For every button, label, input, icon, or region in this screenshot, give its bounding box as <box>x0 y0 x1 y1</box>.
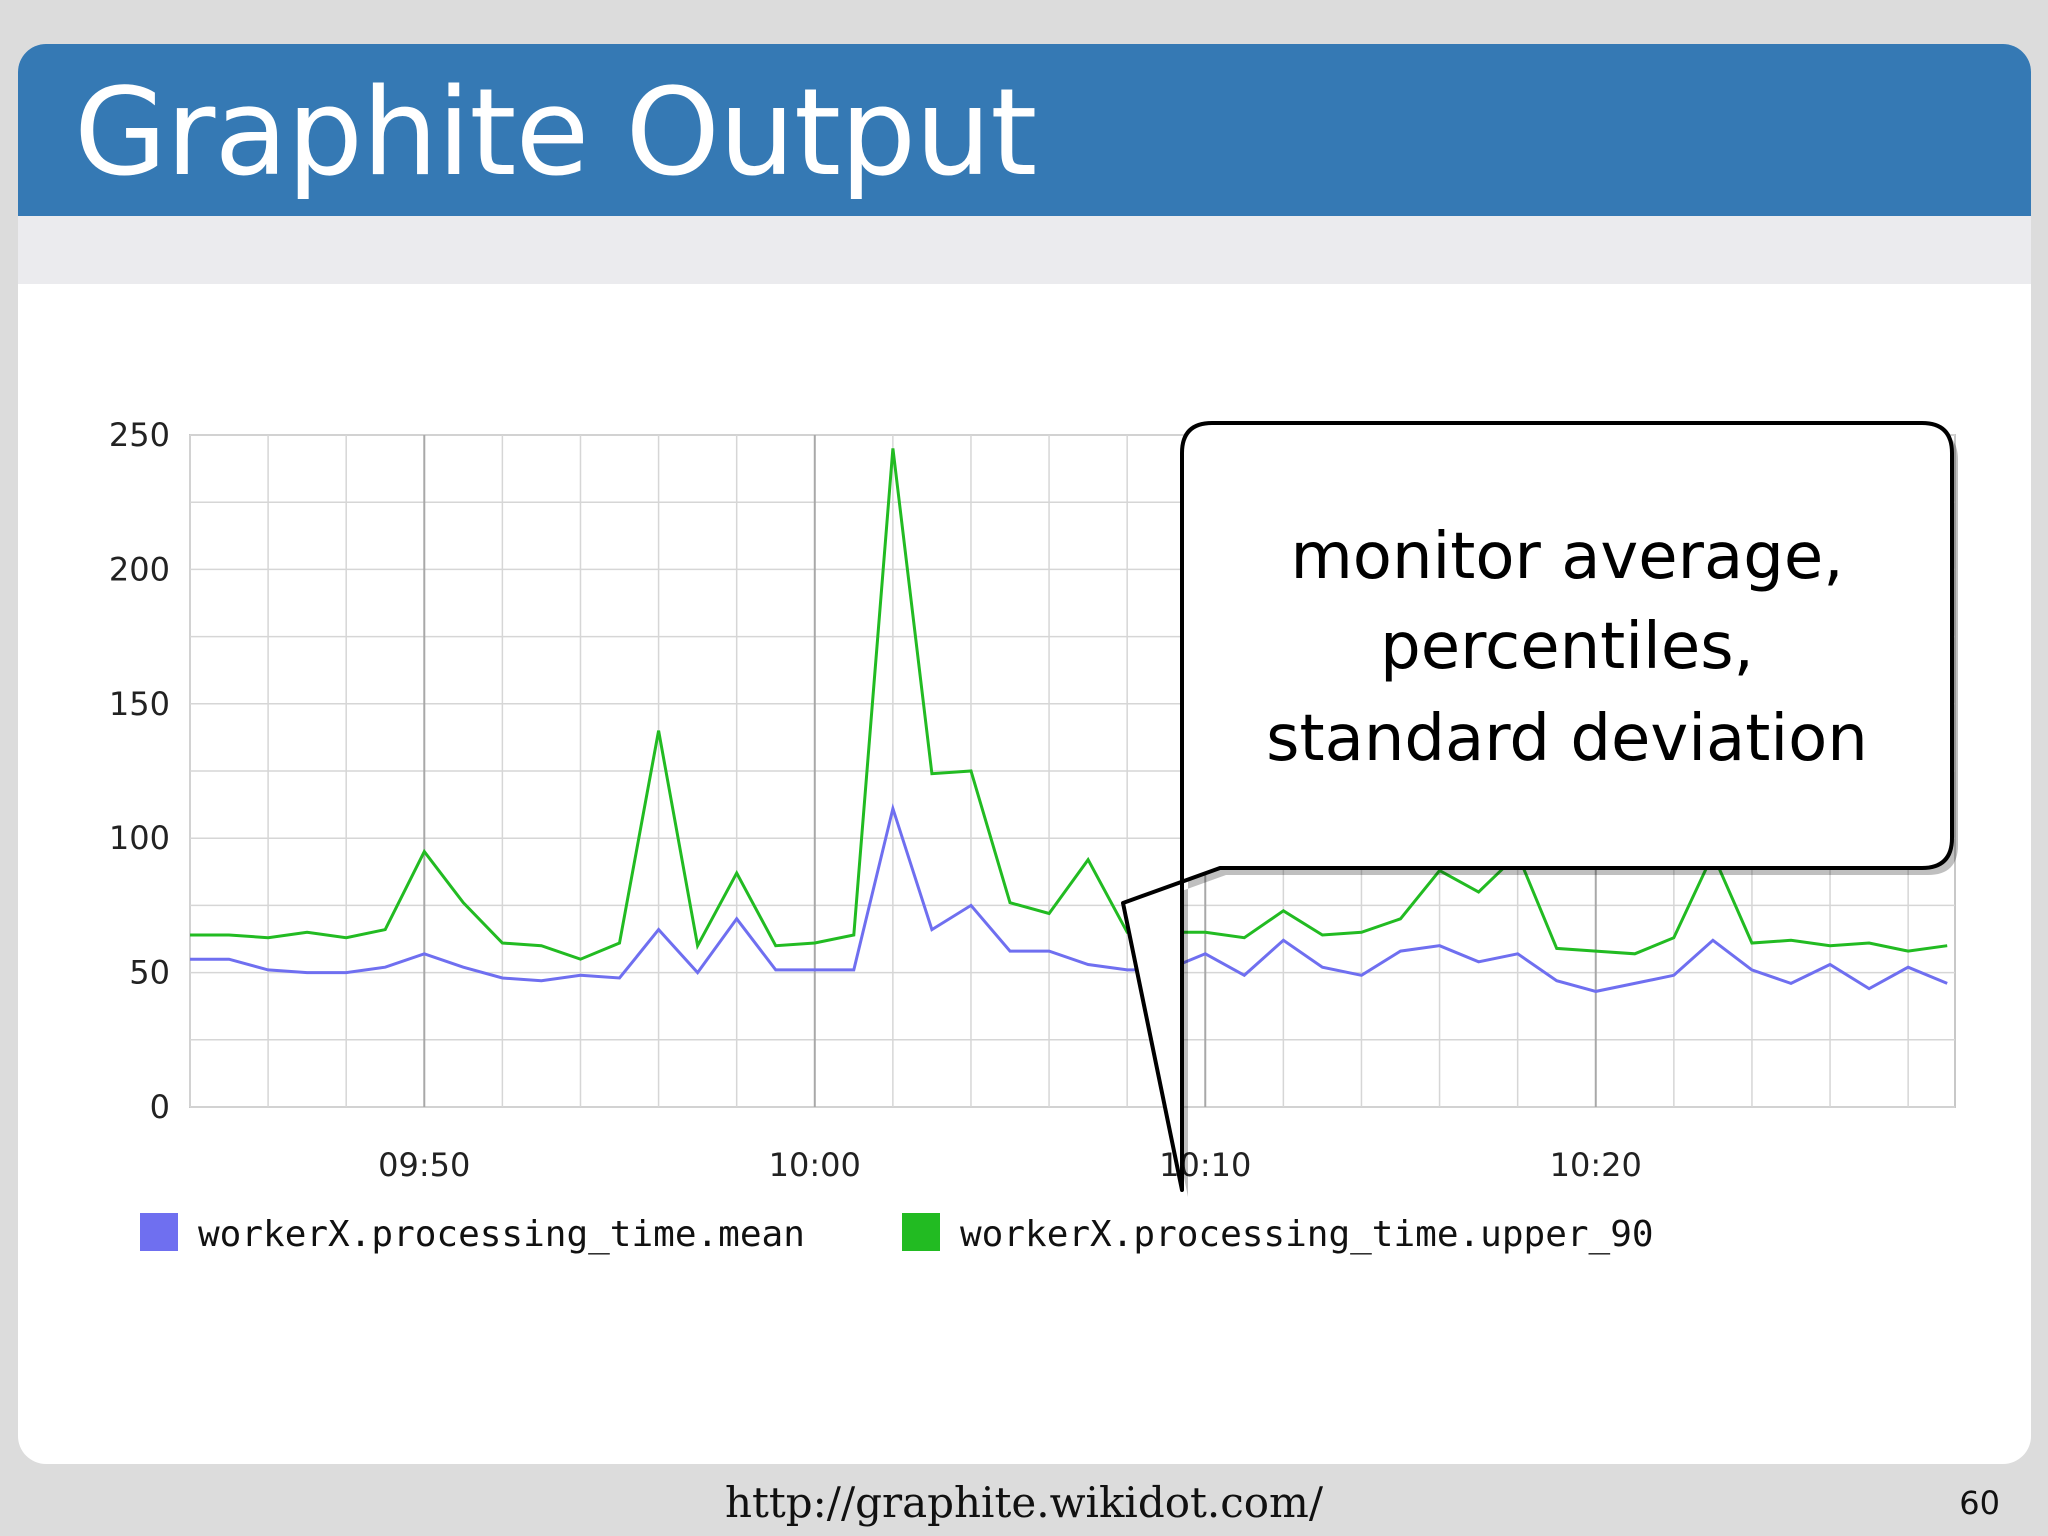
callout-line: monitor average, <box>1290 520 1843 594</box>
legend: workerX.processing_time.mean workerX.proc… <box>140 1213 1654 1255</box>
x-axis: 09:50 10:00 10:10 10:20 <box>378 1146 1642 1184</box>
x-tick-label: 10:00 <box>769 1146 861 1184</box>
legend-label: workerX.processing_time.mean <box>198 1214 805 1255</box>
legend-swatch <box>902 1213 940 1251</box>
y-tick-label: 150 <box>109 685 170 723</box>
y-tick-label: 0 <box>150 1088 170 1126</box>
x-tick-label: 09:50 <box>378 1146 470 1184</box>
y-axis: 0 50 100 150 200 250 <box>109 416 170 1126</box>
legend-label: workerX.processing_time.upper_90 <box>960 1214 1654 1255</box>
callout-line: standard deviation <box>1266 702 1868 776</box>
series-line-upper-90 <box>190 448 1948 961</box>
footer-url[interactable]: http://graphite.wikidot.com/ <box>724 1478 1324 1527</box>
legend-swatch <box>140 1213 178 1251</box>
callout: monitor average, percentiles, standard dev… <box>1121 421 1958 1197</box>
page-number: 60 <box>1959 1484 2000 1522</box>
title-band <box>18 216 2031 284</box>
y-tick-label: 250 <box>109 416 170 454</box>
y-tick-label: 50 <box>129 954 170 992</box>
title-bar: Graphite Output <box>18 44 2031 216</box>
y-tick-label: 100 <box>109 819 170 857</box>
y-tick-label: 200 <box>109 550 170 588</box>
callout-bubble <box>1121 421 1954 1192</box>
x-tick-label: 10:20 <box>1550 1146 1642 1184</box>
series-lines <box>190 448 1948 993</box>
page-title: Graphite Output <box>74 64 1037 203</box>
callout-line: percentiles, <box>1380 610 1754 684</box>
series-line-mean <box>190 803 1948 993</box>
